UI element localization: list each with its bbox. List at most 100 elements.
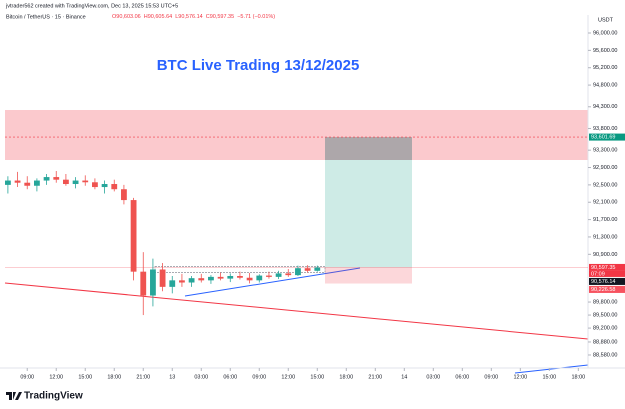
price-label: 90,226.58 (591, 287, 615, 293)
candle-body (121, 189, 127, 201)
y-tick-label: 89,800.00 (593, 299, 617, 305)
ohlc-value: −5.71 (−0.01%) (237, 14, 275, 20)
candle-body (72, 180, 79, 185)
y-tick-label: 92,900.00 (593, 165, 617, 171)
author-line: jvtrader562 created with TradingView.com… (5, 3, 178, 9)
y-tick-label: 94,300.00 (593, 104, 617, 110)
y-tick-label: 91,300.00 (593, 234, 617, 240)
stop-zone (325, 267, 412, 284)
y-tick-label: 96,000.00 (593, 30, 617, 36)
y-tick-label: 88,580.00 (593, 352, 617, 358)
candle-body (295, 268, 301, 276)
currency: USDT (598, 17, 614, 23)
chart-title: BTC Live Trading 13/12/2025 (157, 57, 360, 74)
candle-body (304, 268, 311, 271)
logo: TradingView (6, 391, 83, 402)
x-tick-label: 18:00 (571, 374, 585, 380)
price-label-bg (589, 263, 625, 271)
x-tick-label: 09:00 (252, 374, 266, 380)
target-overlap (325, 137, 412, 160)
candle-body (159, 269, 166, 287)
countdown: 07:09 (591, 271, 605, 277)
candle-body (285, 273, 292, 276)
x-tick-label: 15:00 (78, 374, 92, 380)
candle-body (24, 182, 31, 186)
candle-body (266, 275, 272, 277)
y-tick-label: 90,900.00 (593, 252, 617, 258)
trend-line (4, 282, 589, 340)
y-tick-label: 93,300.00 (593, 148, 617, 154)
ohlc-line: O90,603.06 H90,605.64 L90,576.14 C90,597.35… (112, 14, 275, 20)
candle-body (275, 273, 282, 277)
candle-body (14, 180, 21, 183)
x-tick-label: 18:00 (339, 374, 353, 380)
y-tick-label: 92,500.00 (593, 182, 617, 188)
resistance-zone (5, 110, 588, 160)
price-label: 90,576.14 (591, 279, 615, 285)
y-tick-label: 89,200.00 (593, 326, 617, 332)
y-tick-label: 95,200.00 (593, 65, 617, 71)
candle-body (101, 184, 108, 188)
target-zone (325, 137, 412, 268)
x-tick-label: 21:00 (368, 374, 382, 380)
y-tick-label: 91,700.00 (593, 217, 617, 223)
candle-body (227, 276, 234, 279)
y-tick-label: 89,500.00 (593, 313, 617, 319)
ohlc-value: C90,597.35 (206, 14, 234, 20)
countdown-bg (589, 270, 625, 277)
y-tick-label: 95,600.00 (593, 48, 617, 54)
candle-body (5, 180, 11, 185)
x-tick-label: 12:00 (49, 374, 63, 380)
price-label: 93,601.69 (591, 135, 615, 141)
candle-body (188, 278, 195, 283)
candle-body (179, 280, 185, 283)
candle-body (34, 180, 40, 186)
candle-body (43, 177, 50, 181)
candle-body (314, 267, 321, 271)
x-tick-label: 09:00 (484, 374, 498, 380)
candle-body (198, 278, 205, 281)
candle-body (237, 276, 243, 278)
candle-body (53, 177, 60, 180)
x-tick-label: 12:00 (281, 374, 295, 380)
candle-body (246, 277, 253, 281)
x-tick-label: 12:00 (513, 374, 527, 380)
candle-body (169, 280, 176, 287)
price-label-bg (589, 277, 625, 285)
candle-body (82, 180, 89, 183)
price-label: 90,597.35 (591, 265, 615, 271)
x-tick-label: 03:00 (194, 374, 208, 380)
x-tick-label: 09:00 (20, 374, 34, 380)
candle-body (150, 269, 156, 296)
x-tick-label: 06:00 (223, 374, 237, 380)
price-label-bg (589, 285, 625, 293)
trend-line (514, 364, 589, 374)
y-tick-label: 92,100.00 (593, 200, 617, 206)
price-label-bg (589, 133, 625, 141)
x-tick-label: 15:00 (310, 374, 324, 380)
y-tick-label: 93,800.00 (593, 126, 617, 132)
symbol: Bitcoin / TetherUS · 15 · Binance (6, 14, 86, 20)
ohlc-value: H90,605.64 (144, 14, 172, 20)
x-tick-label: 15:00 (542, 374, 556, 380)
candle-body (63, 179, 69, 185)
ohlc-value: L90,576.14 (175, 14, 203, 20)
candle-body (256, 275, 263, 281)
trend-line (184, 267, 361, 297)
candle-body (111, 184, 118, 190)
candle-body (92, 182, 98, 188)
y-tick-label: 88,880.00 (593, 339, 617, 345)
candle-body (208, 276, 214, 281)
logo-text: TradingView (24, 391, 83, 402)
x-tick-label: 21:00 (136, 374, 150, 380)
candle-body (130, 200, 137, 272)
ohlc-value: O90,603.06 (112, 14, 141, 20)
candle-body (217, 276, 224, 279)
x-tick-label: 03:00 (426, 374, 440, 380)
x-tick-label: 18:00 (107, 374, 121, 380)
candle-body (140, 271, 147, 296)
x-tick-label: 13 (169, 374, 175, 380)
y-tick-label: 94,800.00 (593, 83, 617, 89)
